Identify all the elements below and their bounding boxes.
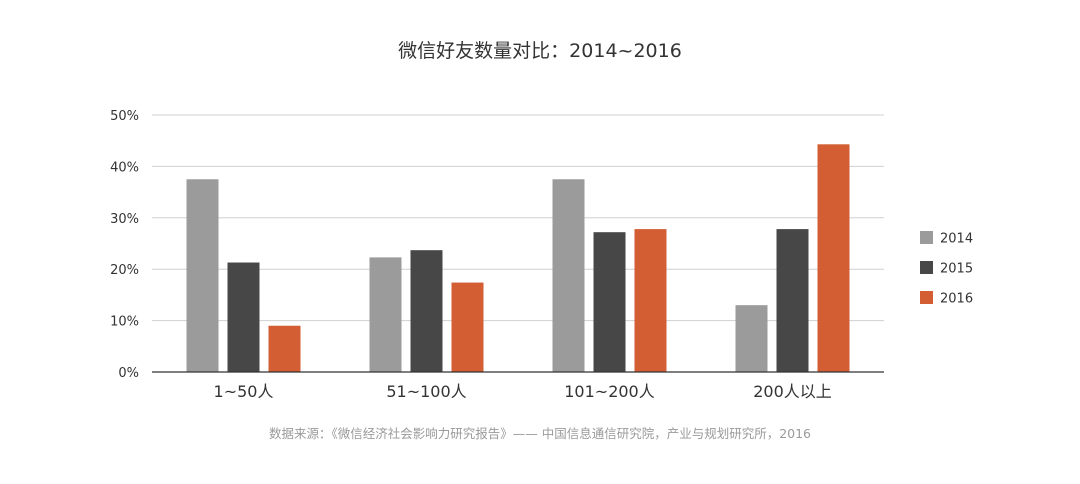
bar-2014 bbox=[186, 179, 219, 372]
y-tick-label: 20% bbox=[110, 263, 139, 278]
bar-2015 bbox=[410, 250, 443, 372]
legend: 2014 2015 2016 bbox=[920, 231, 973, 307]
bar-2015 bbox=[776, 229, 809, 372]
bar-2016 bbox=[817, 144, 850, 372]
source-note: 数据来源：《微信经济社会影响力研究报告》—— 中国信息通信研究院，产业与规划研究… bbox=[269, 426, 811, 441]
legend-swatch-2014 bbox=[920, 231, 933, 244]
bar-2015 bbox=[593, 232, 626, 372]
y-axis-ticks: 0% 10% 20% 30% 40% 50% bbox=[110, 109, 139, 381]
x-tick-label: 200人以上 bbox=[753, 382, 832, 401]
bar-2016 bbox=[451, 282, 484, 372]
x-tick-label: 101~200人 bbox=[564, 382, 655, 401]
x-tick-label: 51~100人 bbox=[386, 382, 466, 401]
gridlines bbox=[152, 114, 884, 322]
chart-title: 微信好友数量对比：2014~2016 bbox=[398, 40, 682, 62]
legend-label-2015: 2015 bbox=[940, 262, 973, 277]
y-tick-label: 40% bbox=[110, 160, 139, 175]
legend-label-2014: 2014 bbox=[940, 232, 973, 247]
bars bbox=[186, 144, 850, 372]
legend-label-2016: 2016 bbox=[940, 292, 973, 307]
bar-2016 bbox=[634, 229, 667, 372]
bar-2014 bbox=[552, 179, 585, 372]
x-tick-label: 1~50人 bbox=[214, 382, 274, 401]
y-tick-label: 30% bbox=[110, 212, 139, 227]
legend-swatch-2015 bbox=[920, 261, 933, 274]
y-tick-label: 10% bbox=[110, 315, 139, 330]
y-tick-label: 50% bbox=[110, 109, 139, 124]
legend-swatch-2016 bbox=[920, 291, 933, 304]
y-tick-label: 0% bbox=[118, 366, 139, 381]
bar-2015 bbox=[227, 262, 260, 372]
x-axis-ticks: 1~50人 51~100人 101~200人 200人以上 bbox=[214, 382, 832, 401]
bar-2014 bbox=[369, 257, 402, 372]
bar-2014 bbox=[735, 305, 768, 372]
bar-2016 bbox=[268, 325, 301, 372]
